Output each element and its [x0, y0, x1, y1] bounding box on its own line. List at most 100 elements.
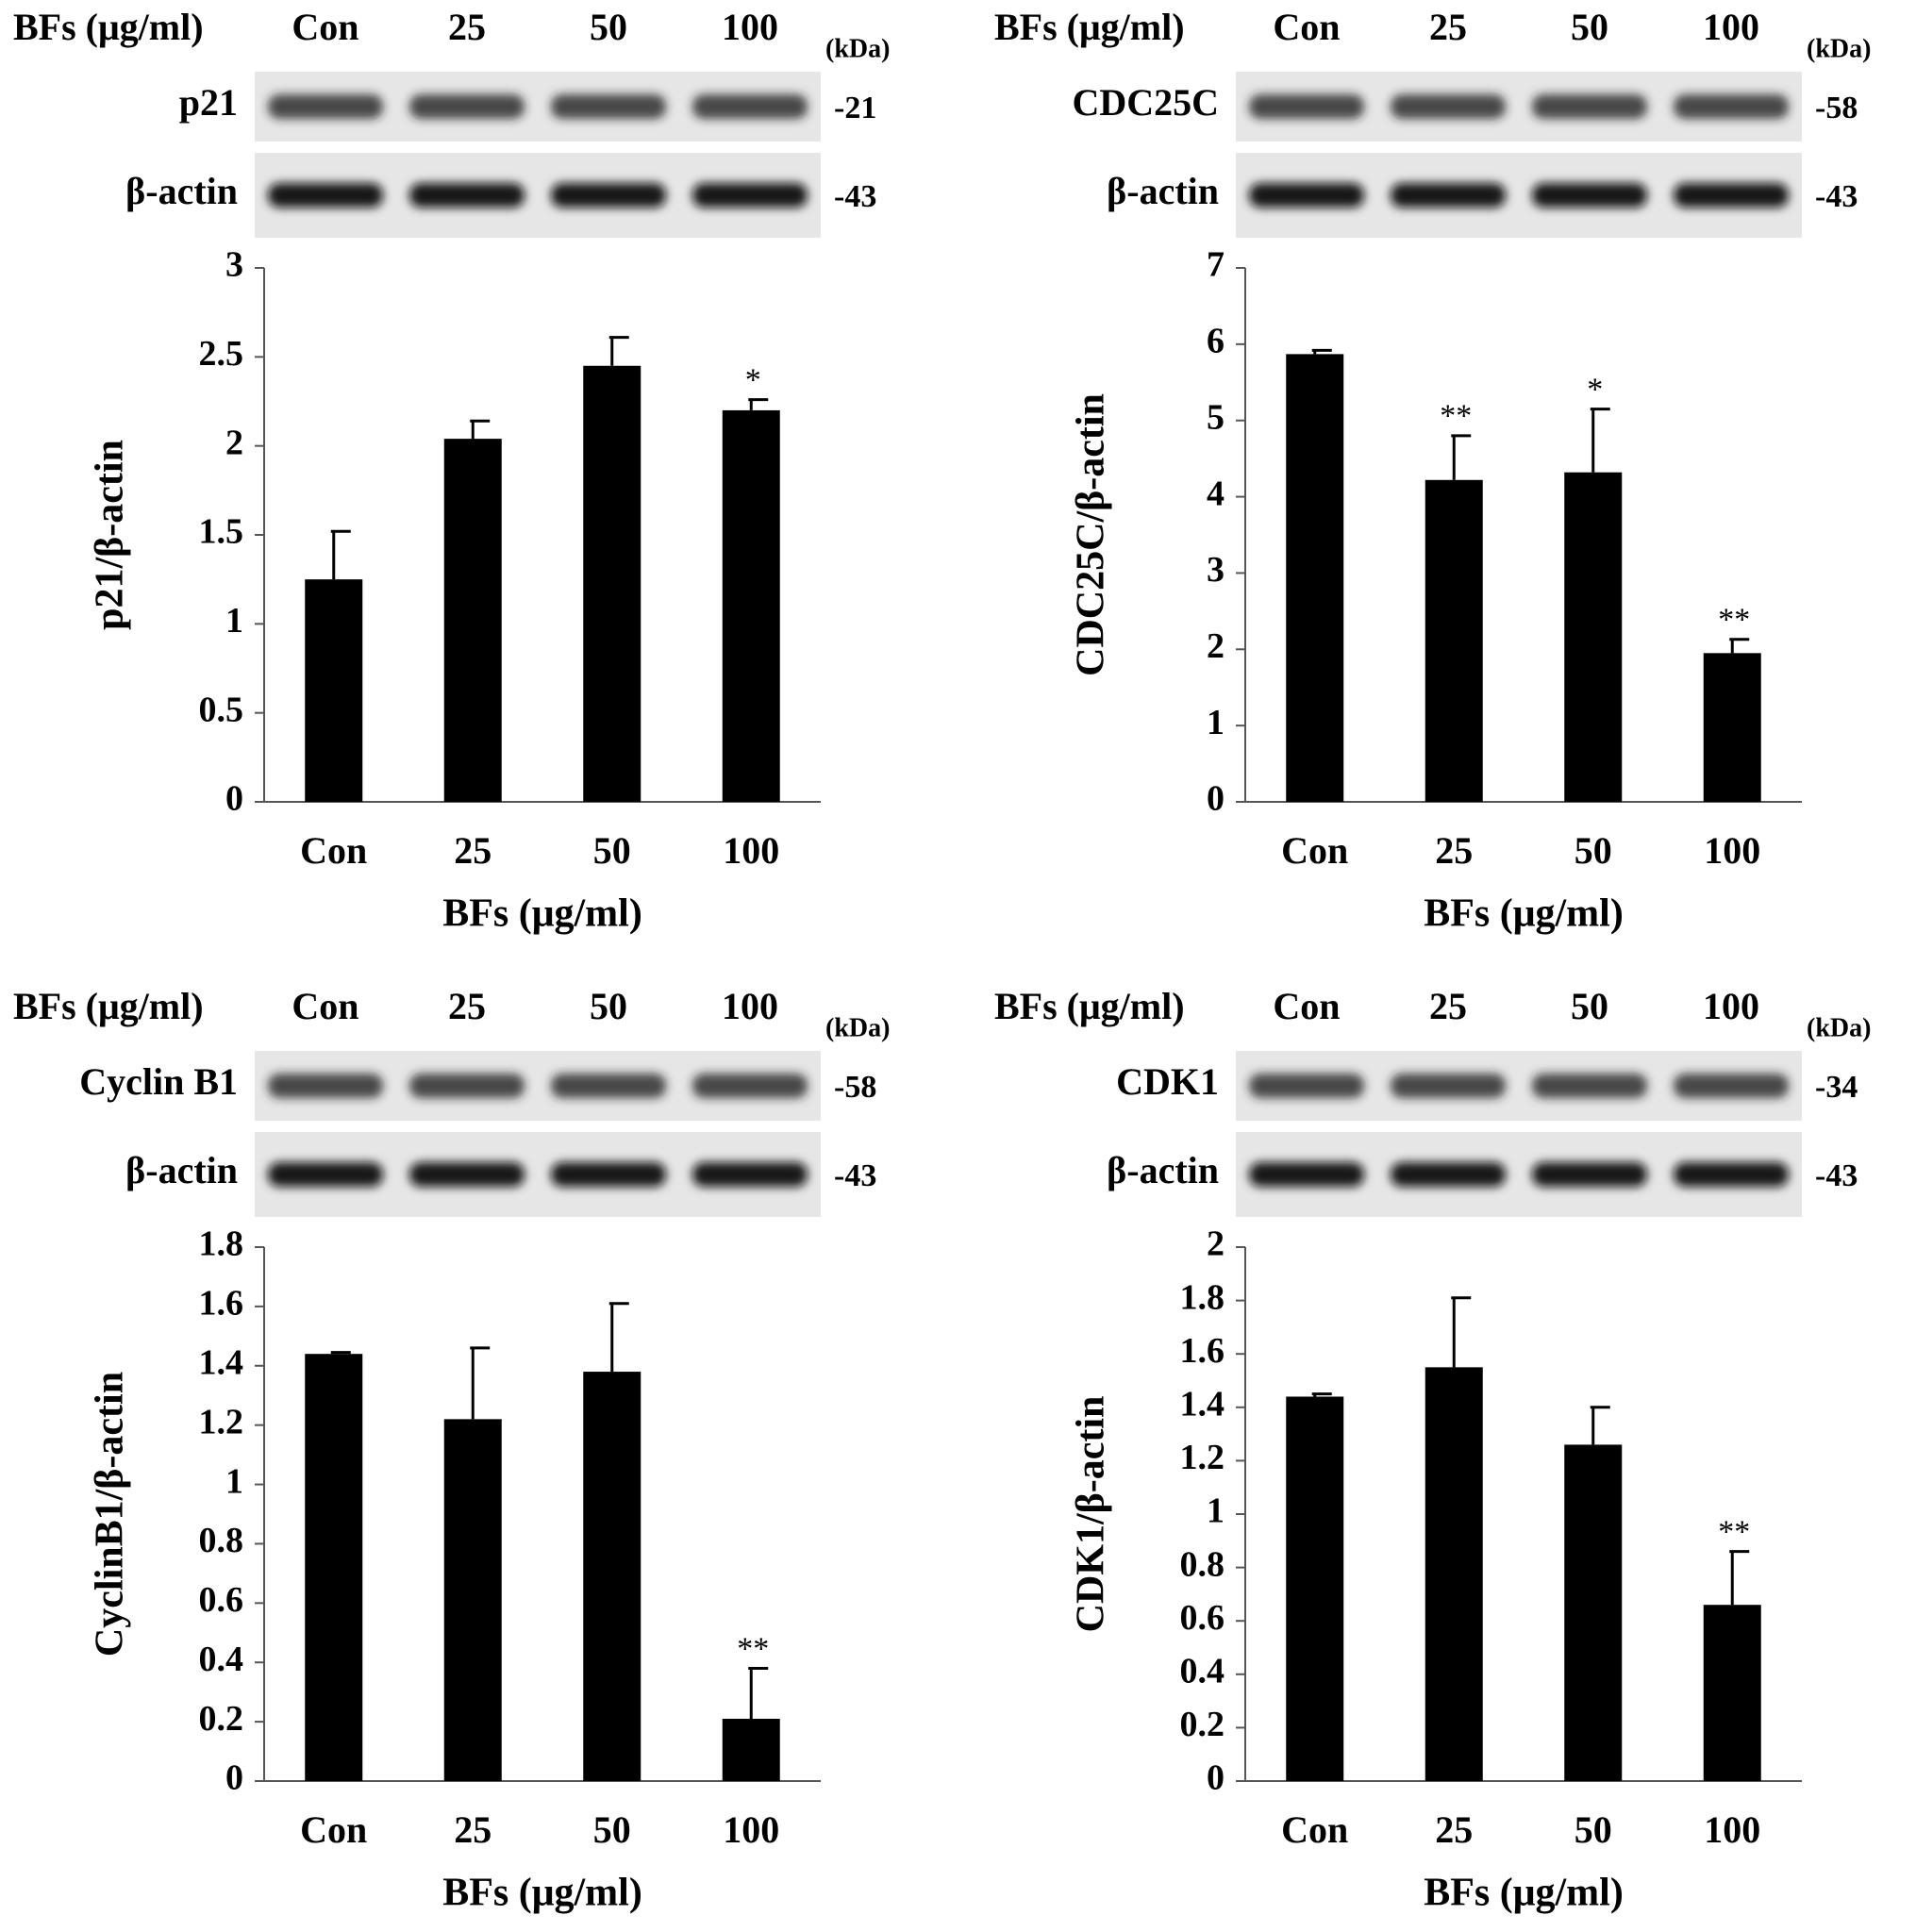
lane-label: 50 — [590, 6, 627, 48]
bar — [443, 1419, 502, 1781]
blot-band — [268, 1074, 383, 1098]
lane-label: 25 — [448, 985, 486, 1027]
y-tick-label: 1 — [225, 1461, 243, 1501]
kda-marker: -34 — [1815, 1070, 1858, 1105]
x-tick-label: 25 — [1435, 1808, 1473, 1851]
x-tick-label: 50 — [593, 1808, 631, 1851]
bar — [583, 365, 641, 802]
blot-row-label: Cyclin B1 — [79, 1060, 238, 1103]
lane-label: 50 — [1571, 985, 1608, 1027]
kda-marker: -58 — [834, 1070, 876, 1105]
y-tick-label: 1 — [1207, 1491, 1225, 1531]
blot-band — [268, 1162, 383, 1187]
significance-mark: * — [745, 362, 761, 397]
y-tick-label: 1.8 — [199, 1224, 244, 1264]
blot-band — [1249, 94, 1364, 119]
blot-band — [692, 1074, 808, 1098]
y-tick-label: 0 — [1207, 1758, 1225, 1798]
y-tick-label: 0.4 — [199, 1640, 244, 1679]
blot-band — [1674, 1074, 1789, 1098]
lane-label: Con — [292, 985, 358, 1027]
blot-band — [1674, 94, 1789, 119]
blot-band — [1674, 183, 1789, 208]
blot-header: BFs (μg/ml) — [994, 985, 1185, 1027]
lane-label: 100 — [722, 6, 778, 48]
blot-band — [551, 1162, 666, 1187]
x-tick-label: Con — [1281, 1808, 1348, 1851]
lane-label: 25 — [1429, 985, 1467, 1027]
y-tick-label: 1.2 — [1180, 1438, 1225, 1477]
bar — [722, 1718, 780, 1781]
blot-band — [268, 183, 383, 208]
panel: BFs (μg/ml) Con 25 50 100 (kDa) p21 -21 β-actin -… — [13, 6, 890, 935]
blot-band — [1532, 1074, 1647, 1098]
y-tick-label: 1 — [225, 601, 243, 641]
error-bar — [1311, 1392, 1332, 1397]
panel: BFs (μg/ml) Con 25 50 100 (kDa) Cyclin B1 -58 β-… — [13, 985, 890, 1914]
blot-band — [551, 183, 666, 208]
blot-band — [268, 94, 383, 119]
y-tick-label: 1.6 — [1180, 1331, 1225, 1371]
error-bar — [608, 1302, 629, 1373]
blot-band — [1532, 183, 1647, 208]
blot-row-label: CDK1 — [1116, 1060, 1219, 1103]
blot-band — [1391, 1074, 1506, 1098]
error-bar — [1590, 408, 1610, 473]
panel: BFs (μg/ml) Con 25 50 100(kDa)CDC25C -58β-act… — [994, 6, 1871, 935]
bar — [1564, 472, 1623, 802]
y-tick-label: 2 — [1207, 1224, 1225, 1264]
kda-unit: (kDa) — [1807, 34, 1871, 63]
y-tick-label: 7 — [1207, 245, 1225, 285]
lane-label: 100 — [1703, 985, 1759, 1027]
lane-label: 25 — [1429, 6, 1467, 48]
y-tick-label: 1.4 — [1180, 1385, 1225, 1424]
x-tick-label: 25 — [454, 1808, 491, 1851]
lane-label: Con — [1273, 985, 1340, 1027]
y-tick-label: 0.4 — [1180, 1652, 1225, 1691]
y-tick-label: 0 — [225, 779, 243, 819]
y-tick-label: 2 — [225, 423, 243, 462]
error-bar — [1590, 1406, 1610, 1445]
kda-marker: -43 — [834, 179, 876, 214]
error-bar — [1729, 638, 1750, 654]
x-axis-label: BFs (μg/ml) — [1424, 892, 1624, 936]
x-axis-label: BFs (μg/ml) — [1424, 1872, 1624, 1915]
blot-band — [1391, 183, 1506, 208]
y-tick-label: 3 — [1207, 550, 1225, 590]
error-bar — [1451, 1296, 1472, 1368]
blot-row-label: β-actin — [125, 1149, 238, 1191]
y-tick-label: 2 — [1207, 626, 1225, 666]
blot-band — [1391, 1162, 1506, 1187]
x-tick-label: 100 — [723, 1808, 779, 1851]
significance-mark: ** — [1440, 399, 1472, 434]
blot-row-label: CDC25C — [1072, 81, 1219, 124]
lane-label: Con — [292, 6, 358, 48]
x-axis-label: BFs (μg/ml) — [442, 1872, 642, 1915]
y-tick-label: 4 — [1207, 474, 1225, 513]
significance-mark: ** — [1718, 1514, 1750, 1549]
blot-band — [1532, 94, 1647, 119]
error-bar — [470, 419, 491, 440]
y-tick-label: 0.8 — [1180, 1544, 1225, 1584]
error-bar — [330, 529, 351, 580]
blot-band — [692, 183, 808, 208]
y-axis-label: p21/β-actin — [89, 440, 132, 630]
y-tick-label: 1.8 — [1180, 1277, 1225, 1317]
blot-row-label: β-actin — [1107, 170, 1219, 212]
blot-band — [409, 1162, 525, 1187]
x-tick-label: 100 — [1704, 1808, 1760, 1851]
x-tick-label: 50 — [1574, 1808, 1612, 1851]
blot-header: BFs (μg/ml) — [13, 6, 204, 48]
x-tick-label: Con — [300, 829, 367, 872]
bar — [1286, 354, 1344, 802]
x-tick-label: 50 — [1574, 829, 1612, 872]
y-axis-label: CDC25C/β-actin — [1070, 393, 1113, 676]
blot-row-label: β-actin — [125, 170, 238, 212]
lane-label: 50 — [590, 985, 627, 1027]
bar — [305, 579, 363, 802]
y-tick-label: 1.2 — [199, 1402, 244, 1441]
x-tick-label: 25 — [1435, 829, 1473, 872]
blot-band — [1391, 94, 1506, 119]
significance-mark: * — [1587, 372, 1603, 407]
x-tick-label: 100 — [1704, 829, 1760, 872]
